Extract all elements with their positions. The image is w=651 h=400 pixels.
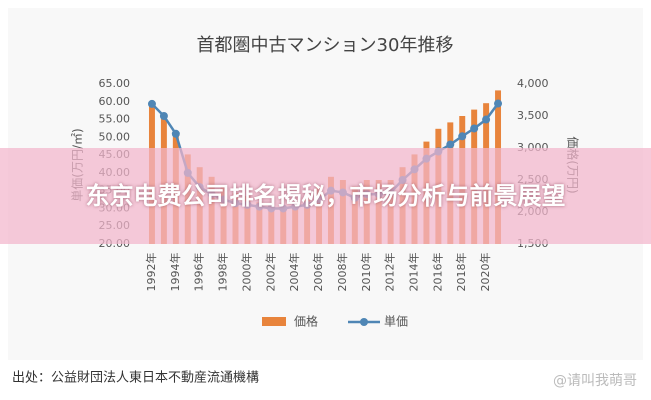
x-tick-label: 2004年 <box>287 253 301 292</box>
x-tick-label: 1994年 <box>168 253 182 292</box>
y-tick-label: 60.00 <box>99 95 131 108</box>
x-tick-label: 2000年 <box>239 253 253 292</box>
y-tick-label: 65.00 <box>99 77 131 90</box>
x-tick-label: 2010年 <box>359 253 373 292</box>
line-marker <box>470 124 479 133</box>
legend-swatch <box>262 317 286 326</box>
x-tick-label: 2008年 <box>335 253 349 292</box>
line-marker <box>482 115 491 124</box>
chart-title: 首都圏中古マンション30年推移 <box>197 35 454 56</box>
x-tick-label: 2016年 <box>430 253 444 292</box>
y-tick-label: 55.00 <box>99 113 131 126</box>
legend-swatch <box>360 318 368 326</box>
x-tick-label: 2006年 <box>311 253 325 292</box>
line-marker <box>446 140 455 149</box>
banner: 东京电费公司排名揭秘，市场分析与前景展望 <box>0 148 651 244</box>
line-marker <box>147 99 156 108</box>
legend-label: 価格 <box>294 314 318 329</box>
x-tick-label: 2018年 <box>454 253 468 292</box>
legend-label: 単価 <box>384 315 408 329</box>
y2-tick-label: 3,500 <box>517 109 549 122</box>
y-tick-label: 50.00 <box>99 130 131 143</box>
line-marker <box>458 132 467 141</box>
x-tick-label: 2014年 <box>407 253 421 292</box>
line-marker <box>171 129 180 138</box>
source-note: 出处：公益財団法人東日本不動産流通機構 <box>12 370 259 386</box>
watermark: @请叫我萌哥 <box>553 373 637 389</box>
line-marker <box>159 112 168 120</box>
x-tick-label: 1992年 <box>144 253 158 292</box>
x-tick-label: 2002年 <box>263 253 277 292</box>
x-tick-label: 2012年 <box>383 253 397 292</box>
x-tick-label: 2020年 <box>478 253 492 292</box>
line-marker <box>494 99 503 108</box>
y2-tick-label: 4,000 <box>517 77 549 90</box>
x-tick-label: 1996年 <box>192 253 206 292</box>
banner-text: 东京电费公司排名揭秘，市场分析与前景展望 <box>85 182 566 210</box>
x-tick-label: 1998年 <box>216 253 230 292</box>
